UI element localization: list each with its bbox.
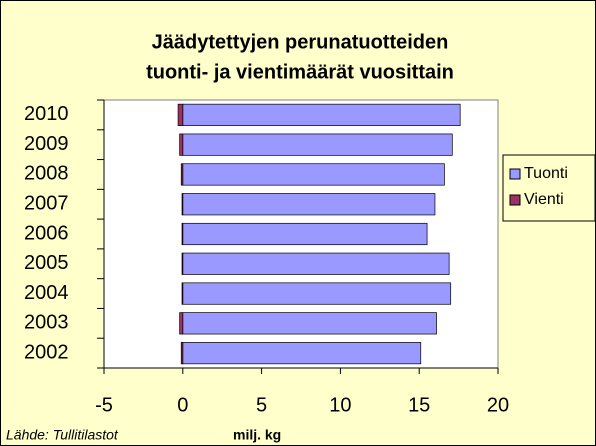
x-tick-label: 20 [487, 394, 509, 416]
bar [182, 282, 452, 305]
y-tick-label: 2010 [24, 103, 69, 125]
source-note: Lähde: Tullitilastot [6, 427, 119, 443]
x-axis-label: milj. kg [233, 427, 281, 443]
chart-title: Jäädytettyjen perunatuotteiden [152, 31, 449, 53]
y-tick-label: 2009 [24, 133, 69, 155]
legend [502, 154, 596, 222]
y-tick-label: 2006 [24, 222, 69, 244]
bar [180, 163, 184, 186]
bar [179, 133, 184, 156]
x-tick-label: -5 [95, 394, 113, 416]
y-tick-label: 2005 [24, 252, 69, 274]
bar [182, 222, 428, 246]
bar [182, 133, 453, 156]
legend-label: Tuonti [524, 165, 568, 182]
x-tick-label: 10 [329, 394, 351, 416]
legend-swatch [509, 194, 521, 206]
y-tick-label: 2002 [24, 341, 69, 363]
bar [179, 312, 184, 335]
x-tick-label: 15 [408, 394, 430, 416]
bar [181, 222, 184, 246]
legend-label: Vienti [524, 191, 564, 208]
bar [182, 312, 437, 335]
bar [182, 342, 422, 365]
bar [181, 193, 184, 216]
bar [182, 193, 436, 216]
y-tick-label: 2003 [24, 312, 69, 334]
legend-swatch [509, 168, 521, 180]
y-tick-label: 2008 [24, 163, 69, 185]
bar [182, 252, 450, 275]
bar [181, 282, 184, 305]
bar [182, 163, 445, 186]
bar [181, 252, 184, 275]
bar [180, 342, 184, 365]
bar [182, 103, 461, 126]
bar [177, 103, 184, 126]
y-tick-label: 2007 [24, 193, 69, 215]
x-tick-label: 0 [177, 394, 188, 416]
chart-title: tuonti- ja vientimäärät vuosittain [146, 61, 454, 83]
y-tick-label: 2004 [24, 282, 69, 304]
x-tick-label: 5 [256, 394, 267, 416]
